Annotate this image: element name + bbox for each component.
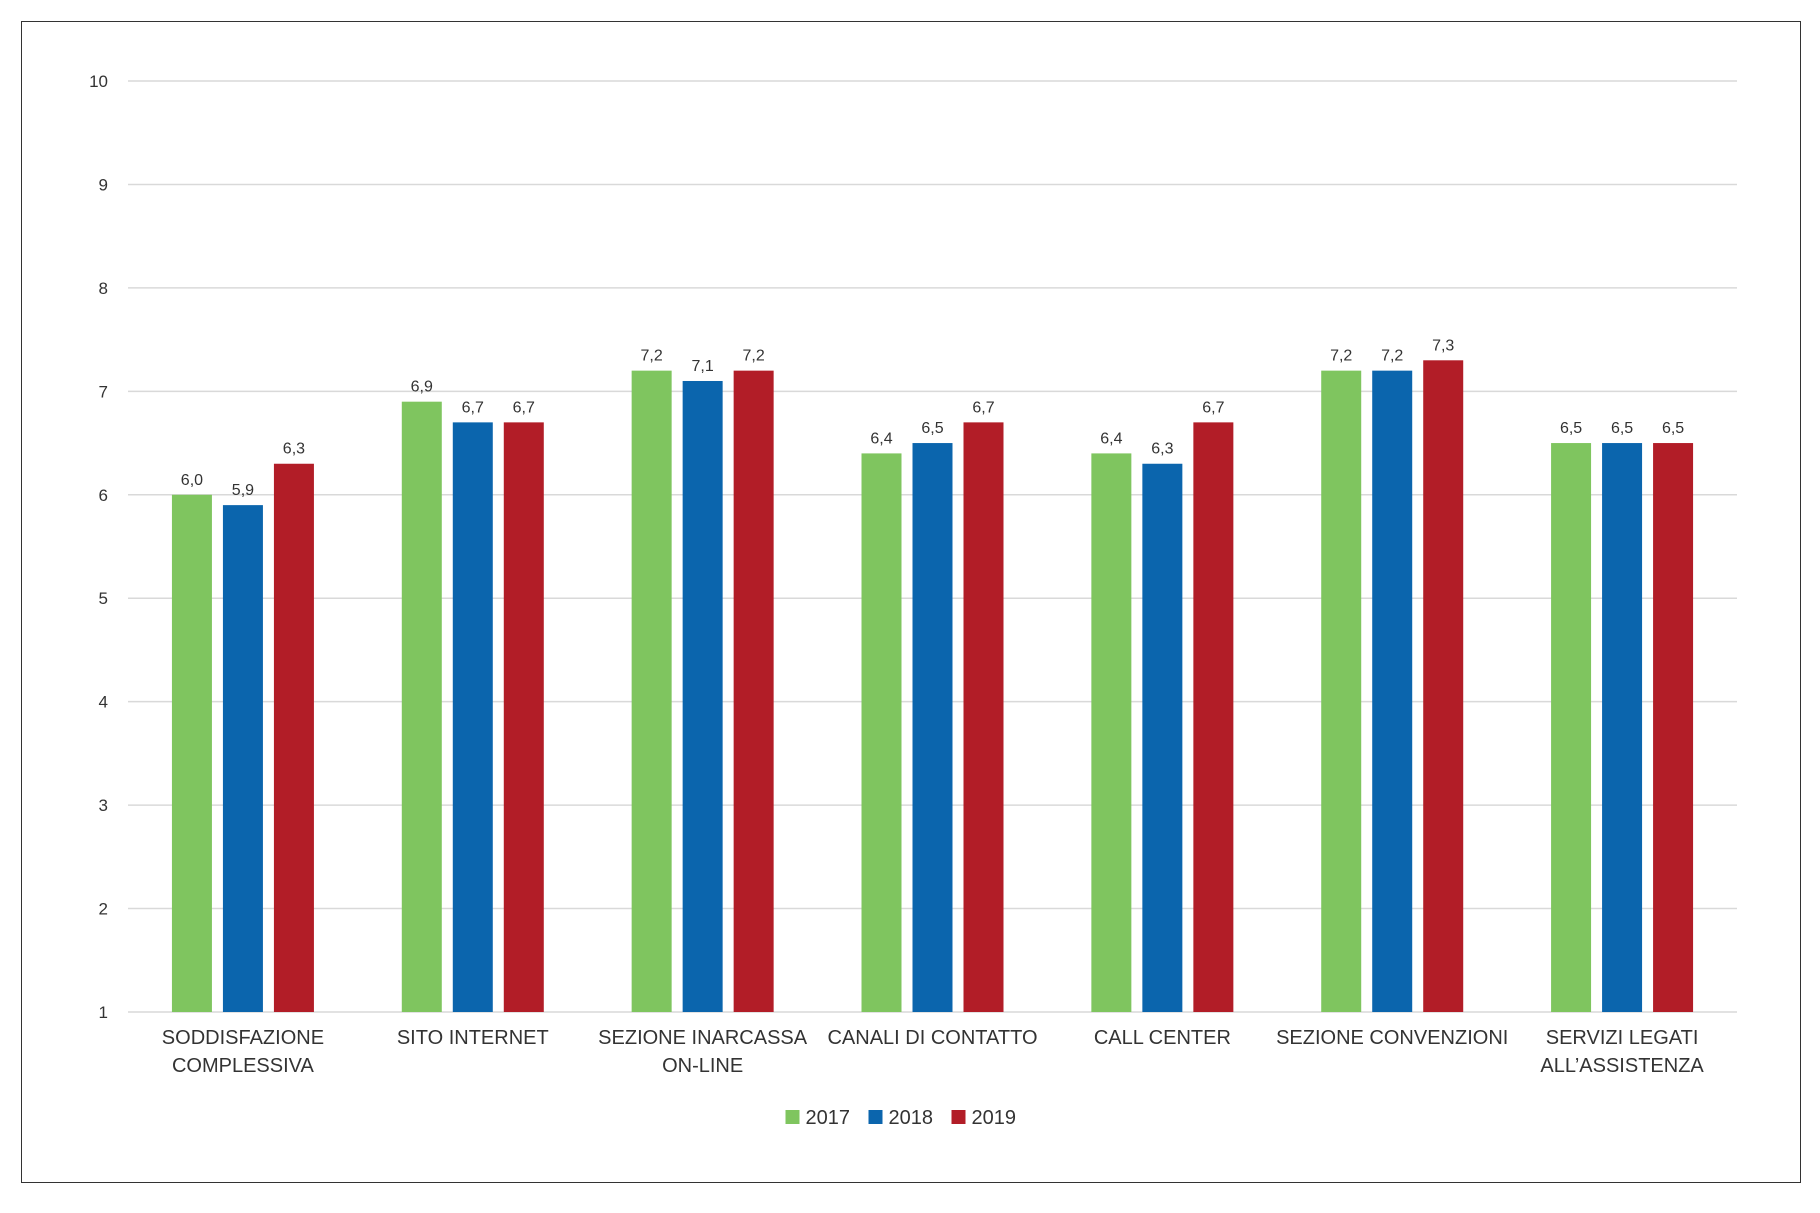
data-label-2018-1: 6,7 — [462, 399, 484, 416]
bar-2017-5 — [1321, 370, 1362, 1013]
data-label-2018-4: 6,3 — [1151, 441, 1173, 458]
data-label-2019-4: 6,7 — [1202, 399, 1224, 416]
data-label-2018-6: 6,5 — [1611, 420, 1633, 437]
legend-label-2017: 2017 — [806, 1107, 851, 1129]
bar-2019-1 — [503, 422, 544, 1012]
data-label-2019-6: 6,5 — [1662, 420, 1684, 437]
legend-label-2019: 2019 — [972, 1107, 1017, 1129]
data-label-2019-2: 7,2 — [743, 348, 765, 365]
data-labels: 6,0 5,9 6,3 6,9 6,7 6,7 7,2 7,1 7,2 6,4 6,5 6,7 6,4 6… — [181, 337, 1684, 499]
y-axis-ticks: 1 2 3 4 5 6 7 8 9 10 — [89, 72, 108, 1022]
category-label: ON-LINE — [662, 1055, 743, 1077]
data-label-2018-0: 5,9 — [232, 482, 254, 499]
chart-frame — [21, 21, 1801, 1183]
data-label-2019-1: 6,7 — [513, 399, 535, 416]
legend-swatch-2018 — [868, 1110, 883, 1124]
category-label: CALL CENTER — [1094, 1027, 1231, 1049]
category-label: SODDISFAZIONE — [162, 1027, 324, 1049]
data-label-2019-3: 6,7 — [972, 399, 994, 416]
x-axis-categories: SODDISFAZIONE COMPLESSIVA SITO INTERNET SEZ… — [162, 1027, 1705, 1077]
data-label-2018-5: 7,2 — [1381, 348, 1403, 365]
category-label: ALL’ASSISTENZA — [1540, 1055, 1704, 1077]
data-label-2017-6: 6,5 — [1560, 420, 1582, 437]
bar-2017-6 — [1551, 443, 1592, 1012]
bar-2019-5 — [1423, 360, 1464, 1012]
bars — [171, 360, 1694, 1013]
bar-2018-6 — [1602, 443, 1643, 1012]
bar-2018-5 — [1372, 370, 1413, 1013]
y-tick-label: 2 — [99, 900, 108, 919]
bar-2019-4 — [1193, 422, 1234, 1012]
category-label: SEZIONE INARCASSA — [598, 1027, 808, 1049]
data-label-2017-4: 6,4 — [1100, 430, 1122, 447]
y-tick-label: 6 — [99, 486, 108, 505]
category-label: SEZIONE CONVENZIONI — [1276, 1027, 1508, 1049]
gridlines — [128, 80, 1737, 1013]
data-label-2019-0: 6,3 — [283, 441, 305, 458]
data-label-2018-2: 7,1 — [692, 358, 714, 375]
y-tick-label: 9 — [99, 175, 108, 194]
legend-label-2018: 2018 — [889, 1107, 934, 1129]
data-label-2018-3: 6,5 — [921, 420, 943, 437]
y-tick-label: 3 — [99, 796, 108, 815]
legend-swatch-2017 — [785, 1110, 800, 1124]
y-tick-label: 1 — [99, 1003, 108, 1022]
data-label-2017-2: 7,2 — [641, 348, 663, 365]
bar-2018-4 — [1142, 463, 1183, 1012]
bar-2018-1 — [452, 422, 493, 1012]
y-tick-label: 8 — [99, 279, 108, 298]
y-tick-label: 4 — [99, 693, 108, 712]
category-label: CANALI DI CONTATTO — [827, 1027, 1037, 1049]
data-label-2017-3: 6,4 — [870, 430, 892, 447]
bar-2019-2 — [733, 370, 774, 1013]
data-label-2019-5: 7,3 — [1432, 337, 1454, 354]
data-label-2017-1: 6,9 — [411, 379, 433, 396]
data-label-2017-5: 7,2 — [1330, 348, 1352, 365]
y-tick-label: 10 — [89, 72, 108, 91]
bar-2017-4 — [1091, 453, 1132, 1012]
category-label: COMPLESSIVA — [172, 1055, 315, 1077]
category-label: SERVIZI LEGATI — [1546, 1027, 1699, 1049]
bar-2018-0 — [222, 505, 263, 1012]
bar-2019-3 — [963, 422, 1004, 1012]
legend-swatch-2019 — [951, 1110, 966, 1124]
bar-2018-3 — [912, 443, 953, 1012]
bar-2018-2 — [682, 380, 723, 1012]
y-tick-label: 7 — [99, 382, 108, 401]
bar-2017-2 — [631, 370, 672, 1013]
bar-2019-6 — [1653, 443, 1694, 1012]
bar-2017-3 — [861, 453, 902, 1012]
bar-2017-1 — [401, 401, 442, 1013]
y-tick-label: 5 — [99, 589, 108, 608]
bar-2017-0 — [171, 494, 212, 1012]
category-label: SITO INTERNET — [397, 1027, 549, 1049]
data-label-2017-0: 6,0 — [181, 472, 203, 489]
legend: 2017 2018 2019 — [785, 1107, 1017, 1129]
bar-2019-0 — [273, 463, 314, 1012]
